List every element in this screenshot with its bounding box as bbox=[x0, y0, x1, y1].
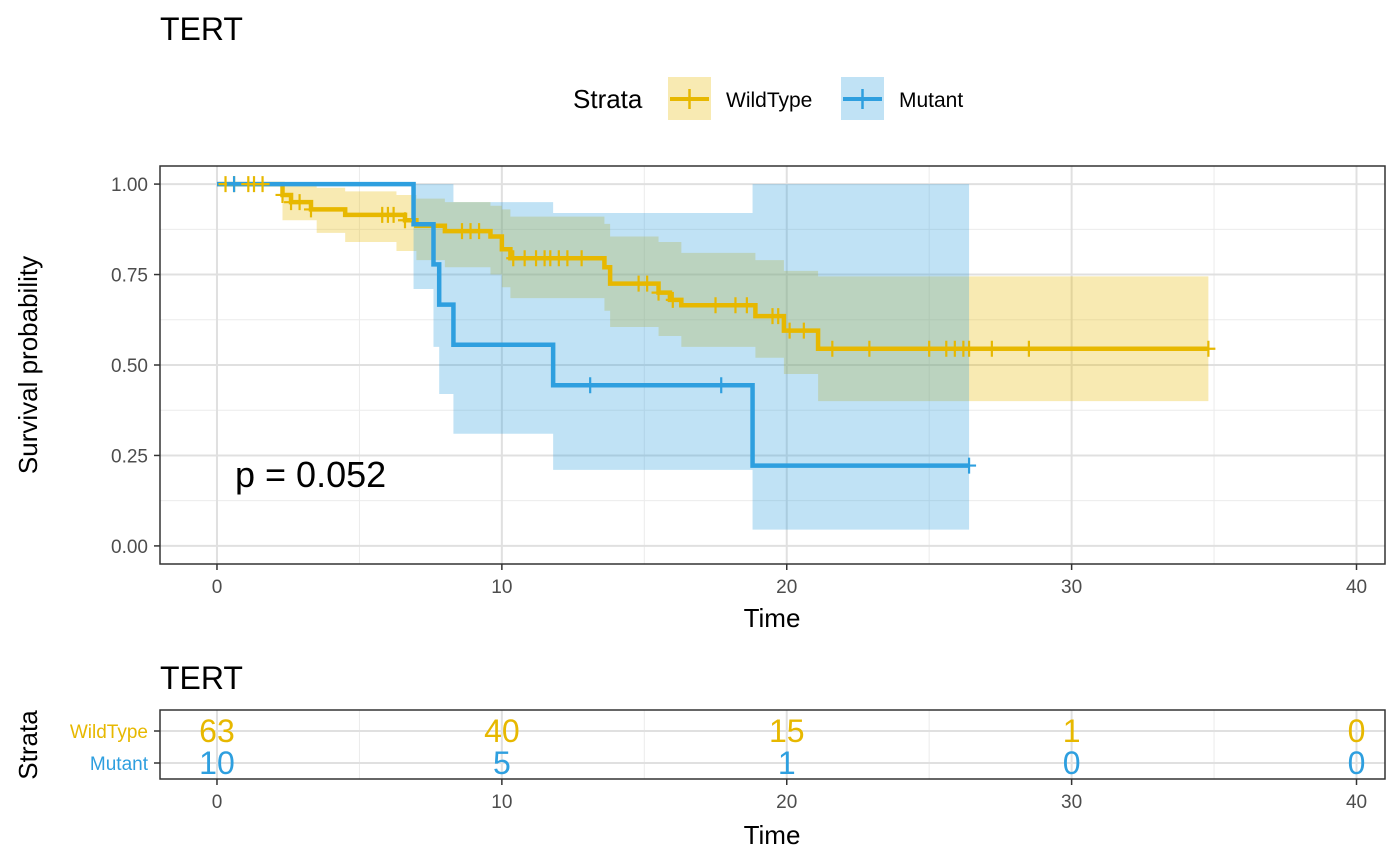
censor-mark-wildtype bbox=[739, 297, 754, 314]
censor-mark-wildtype bbox=[796, 322, 811, 339]
censor-mark-wildtype bbox=[771, 308, 786, 325]
risk-count-wildtype: 63 bbox=[199, 713, 235, 749]
censor-mark-wildtype bbox=[303, 201, 318, 218]
table-row-label-wildtype: WildType bbox=[70, 722, 148, 743]
risk-count-wildtype: 0 bbox=[1348, 713, 1366, 749]
x-tick-label: 30 bbox=[1061, 577, 1082, 598]
censor-mark-wildtype bbox=[1201, 340, 1216, 357]
table-x-tick-label: 20 bbox=[776, 792, 797, 813]
censor-mark-wildtype bbox=[962, 340, 977, 357]
x-axis-title: Time bbox=[744, 603, 801, 633]
table-x-tick-label: 30 bbox=[1061, 792, 1082, 813]
table-x-tick-label: 40 bbox=[1346, 792, 1367, 813]
censor-mark-mutant bbox=[227, 176, 242, 193]
censor-mark-wildtype bbox=[255, 176, 270, 193]
risk-count-mutant: 5 bbox=[493, 745, 511, 781]
censor-mark-wildtype bbox=[398, 212, 412, 229]
censor-mark-wildtype bbox=[782, 322, 797, 339]
risk-table-title: TERT bbox=[160, 660, 243, 696]
risk-count-mutant: 0 bbox=[1063, 745, 1081, 781]
censor-mark-wildtype bbox=[292, 194, 307, 211]
censor-mark-mutant bbox=[962, 457, 977, 474]
censor-mark-wildtype bbox=[275, 186, 290, 203]
risk-count-wildtype: 40 bbox=[484, 713, 520, 749]
p-value-annotation: p = 0.052 bbox=[235, 454, 386, 495]
censor-mark-wildtype bbox=[665, 291, 680, 308]
risk-table-border bbox=[159, 709, 1386, 780]
survival-panel: p = 0.052 0 10 20 30 400.000.250.500.751.00 … bbox=[13, 165, 1386, 633]
risk-table-grid bbox=[160, 710, 1385, 779]
legend-title: Strata bbox=[573, 84, 643, 114]
x-tick-label: 40 bbox=[1346, 577, 1367, 598]
risk-table-y-title: Strata bbox=[13, 710, 43, 780]
table-x-tick-label: 10 bbox=[491, 792, 512, 813]
y-tick-label: 0.50 bbox=[111, 356, 148, 377]
censor-mark-mutant bbox=[714, 377, 729, 394]
censor-mark-wildtype bbox=[640, 275, 655, 292]
x-tick-label: 20 bbox=[776, 577, 797, 598]
censor-mark-wildtype bbox=[862, 340, 877, 357]
x-tick-label: 10 bbox=[491, 577, 512, 598]
ci-band-mutant bbox=[216, 184, 970, 530]
table-x-tick-label: 0 bbox=[212, 792, 223, 813]
y-tick-label: 0.00 bbox=[111, 537, 148, 558]
censor-mark-wildtype bbox=[560, 250, 575, 267]
risk-count-mutant: 0 bbox=[1348, 745, 1366, 781]
censor-mark-wildtype bbox=[984, 340, 999, 357]
censor-mark-wildtype bbox=[386, 206, 401, 223]
censor-mark-wildtype bbox=[574, 250, 589, 267]
risk-count-wildtype: 15 bbox=[769, 713, 805, 749]
main-axes: 0 10 20 30 40 0.00 0.25 0.50 0.75 1.00 bbox=[111, 175, 1367, 598]
censor-mark-wildtype bbox=[825, 340, 840, 357]
censor-mark-wildtype bbox=[651, 284, 666, 301]
censor-mark-wildtype bbox=[472, 223, 487, 240]
risk-count-mutant: 1 bbox=[778, 745, 796, 781]
censor-mark-mutant bbox=[583, 377, 598, 394]
risk-table-cells: 63 40 15 1 010 5 1 0 0 bbox=[199, 713, 1365, 781]
censor-marks bbox=[218, 176, 1216, 474]
y-tick-label: 0.25 bbox=[111, 446, 148, 467]
y-tick-label: 1.00 bbox=[111, 175, 148, 196]
legend-label-mutant: Mutant bbox=[899, 89, 963, 112]
y-tick-label: 0.75 bbox=[111, 266, 148, 287]
x-tick-label: 0 bbox=[212, 577, 223, 598]
table-row-label-mutant: Mutant bbox=[90, 754, 149, 775]
legend: Strata WildType Mutant bbox=[573, 77, 963, 120]
risk-count-wildtype: 1 bbox=[1063, 713, 1081, 749]
risk-table-x-title: Time bbox=[744, 820, 801, 850]
censor-mark-wildtype bbox=[708, 297, 723, 314]
legend-label-wildtype: WildType bbox=[726, 89, 812, 112]
censor-mark-wildtype bbox=[1021, 340, 1036, 357]
censor-mark-wildtype bbox=[922, 340, 937, 357]
y-axis-title: Survival probability bbox=[13, 256, 43, 474]
plot-title: TERT bbox=[160, 11, 243, 47]
risk-count-mutant: 10 bbox=[199, 745, 235, 781]
